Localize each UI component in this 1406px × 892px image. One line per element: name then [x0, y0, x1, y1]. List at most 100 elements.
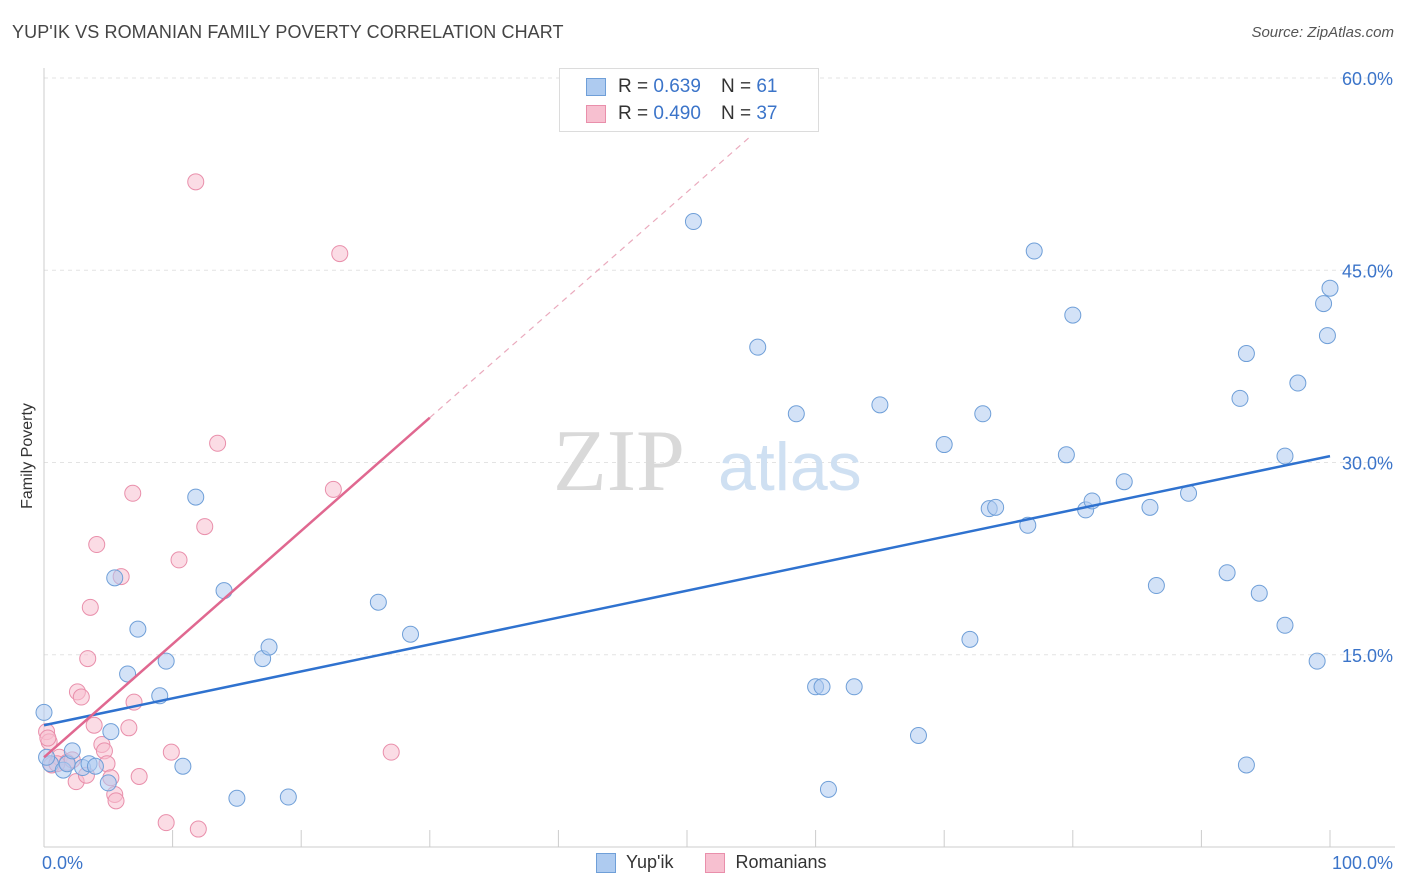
romanians-point [157, 814, 175, 832]
yupik-points [35, 213, 1339, 807]
yupik-point [228, 789, 246, 807]
yupik-point [187, 488, 205, 506]
yupik-point [1308, 652, 1326, 670]
yupik-point [961, 630, 979, 648]
romanians-point [382, 743, 400, 761]
romanians-swatch [705, 852, 726, 873]
chart-title: YUP'IK VS ROMANIAN FAMILY POVERTY CORREL… [12, 22, 564, 42]
legend-r-label: R = [618, 103, 649, 124]
yupik-point [369, 593, 387, 611]
trend-lines [43, 135, 1331, 759]
romanians-point [331, 245, 349, 263]
y-tick-label: 30.0% [1342, 454, 1393, 474]
source-label: Source: ZipAtlas.com [1251, 24, 1394, 41]
romanians-point [88, 536, 106, 554]
legend-label-romanians: Romanians [735, 852, 827, 872]
romanians-point [79, 650, 97, 668]
yupik-point [157, 652, 175, 670]
romanians-point [170, 551, 188, 569]
romanians-swatch [586, 105, 606, 123]
yupik-point [174, 757, 192, 775]
yupik-point [1250, 584, 1268, 602]
yupik-point [813, 678, 831, 696]
legend-n-value: 61 [756, 76, 778, 97]
yupik-point [1289, 374, 1307, 392]
legend-r-label: R = [618, 76, 649, 97]
yupik-point [1147, 577, 1165, 595]
romanians-point [187, 173, 205, 191]
romanians-point [130, 768, 148, 786]
romanians-point [107, 792, 125, 810]
yupik-point [1276, 447, 1294, 465]
yupik-point [1057, 446, 1075, 464]
romanians-point [324, 480, 342, 498]
yupik-point [1237, 345, 1255, 363]
romanians-trend-line [43, 416, 431, 759]
x-tick-label: 100.0% [1332, 853, 1393, 873]
romanians-point [189, 820, 207, 838]
yupik-point [102, 723, 120, 741]
yupik-point [215, 582, 233, 600]
yupik-point [909, 726, 927, 744]
yupik-point [871, 396, 889, 414]
romanians-point [72, 688, 90, 706]
romanians-trend-extension [429, 135, 752, 419]
series-legend: Yup'ik Romanians [596, 852, 859, 873]
yupik-point [1218, 564, 1236, 582]
yupik-point [684, 213, 702, 231]
legend-r-value: 0.490 [653, 103, 701, 124]
yupik-point [787, 405, 805, 423]
yupik-swatch [586, 78, 606, 96]
legend-item-romanians[interactable]: Romanians [705, 852, 827, 873]
watermark-zip: ZIP [553, 413, 685, 510]
yupik-point [86, 757, 104, 775]
yupik-point [106, 569, 124, 587]
yupik-point [749, 338, 767, 356]
yupik-point [1315, 295, 1333, 313]
yupik-point [1321, 279, 1339, 297]
axes [43, 68, 1395, 848]
correlation-legend: R = 0.639 N = 61 R = 0.490 N = 37 [559, 68, 819, 132]
yupik-trend-line [43, 454, 1331, 727]
romanians-point [124, 484, 142, 502]
yupik-point [279, 788, 297, 806]
y-tick-label: 60.0% [1342, 69, 1393, 89]
romanians-point [81, 598, 99, 616]
yupik-point [402, 625, 420, 643]
yupik-point [260, 638, 278, 656]
y-tick-label: 15.0% [1342, 646, 1393, 666]
yupik-point [935, 436, 953, 454]
legend-row-romanians: R = 0.490 N = 37 [586, 103, 777, 125]
yupik-point [1025, 242, 1043, 260]
yupik-point [1064, 306, 1082, 324]
yupik-point [119, 665, 137, 683]
romanians-point [162, 743, 180, 761]
legend-label-yupik: Yup'ik [626, 852, 674, 872]
tick-labels: 15.0% 30.0% 45.0% 60.0% 0.0% 100.0% [42, 69, 1393, 873]
yupik-point [1276, 616, 1294, 634]
gridlines [44, 77, 1395, 656]
romanians-point [39, 729, 57, 747]
legend-item-yupik[interactable]: Yup'ik [596, 852, 673, 873]
yupik-point [1237, 756, 1255, 774]
yupik-point [129, 620, 147, 638]
legend-row-yupik: R = 0.639 N = 61 [586, 76, 777, 98]
yupik-point [819, 780, 837, 798]
yupik-point [99, 774, 117, 792]
yupik-point [1141, 498, 1159, 516]
yupik-point [38, 748, 56, 766]
yupik-point [845, 678, 863, 696]
watermark-atlas: atlas [718, 429, 862, 505]
yupik-point [1115, 473, 1133, 491]
yupik-swatch [596, 852, 616, 873]
romanians-point [209, 434, 227, 452]
romanians-points [38, 173, 400, 838]
legend-n-label: N = [720, 76, 752, 97]
legend-n-label: N = [720, 103, 752, 124]
yupik-point [63, 742, 81, 760]
legend-r-value: 0.639 [653, 76, 701, 97]
yupik-point [35, 703, 53, 721]
romanians-point [196, 518, 214, 536]
legend-n-value: 37 [756, 103, 778, 124]
